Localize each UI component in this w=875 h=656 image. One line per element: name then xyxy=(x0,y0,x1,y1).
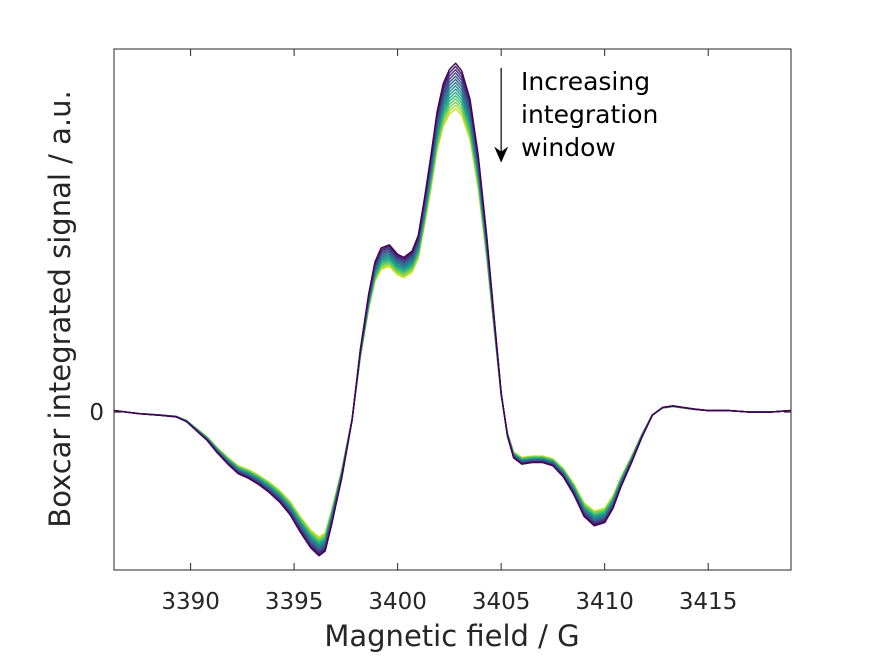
tick-layer xyxy=(114,49,791,570)
series-line xyxy=(113,62,792,557)
x-tick-label: 3415 xyxy=(679,589,738,615)
y-tick-labels: 0 xyxy=(89,400,104,426)
y-tick-label: 0 xyxy=(89,400,104,426)
annotation-line-3: window xyxy=(521,133,616,162)
plot-frame xyxy=(113,48,792,571)
annotation: Increasing integration window xyxy=(494,67,658,163)
y-axis-label: Boxcar integrated signal / a.u. xyxy=(43,90,77,527)
x-tick-label: 3405 xyxy=(472,589,531,615)
x-tick-labels: 3390 3395 3400 3405 3410 3415 xyxy=(161,589,737,615)
annotation-line-1: Increasing xyxy=(521,67,650,96)
annotation-line-2: integration xyxy=(521,100,658,129)
annotation-arrow-head xyxy=(494,146,509,163)
x-tick-label: 3410 xyxy=(575,589,634,615)
x-tick-label: 3390 xyxy=(161,589,220,615)
x-tick-label: 3400 xyxy=(368,589,427,615)
x-axis-label: Magnetic field / G xyxy=(324,619,579,653)
series-layer xyxy=(113,62,792,557)
x-tick-label: 3395 xyxy=(265,589,324,615)
